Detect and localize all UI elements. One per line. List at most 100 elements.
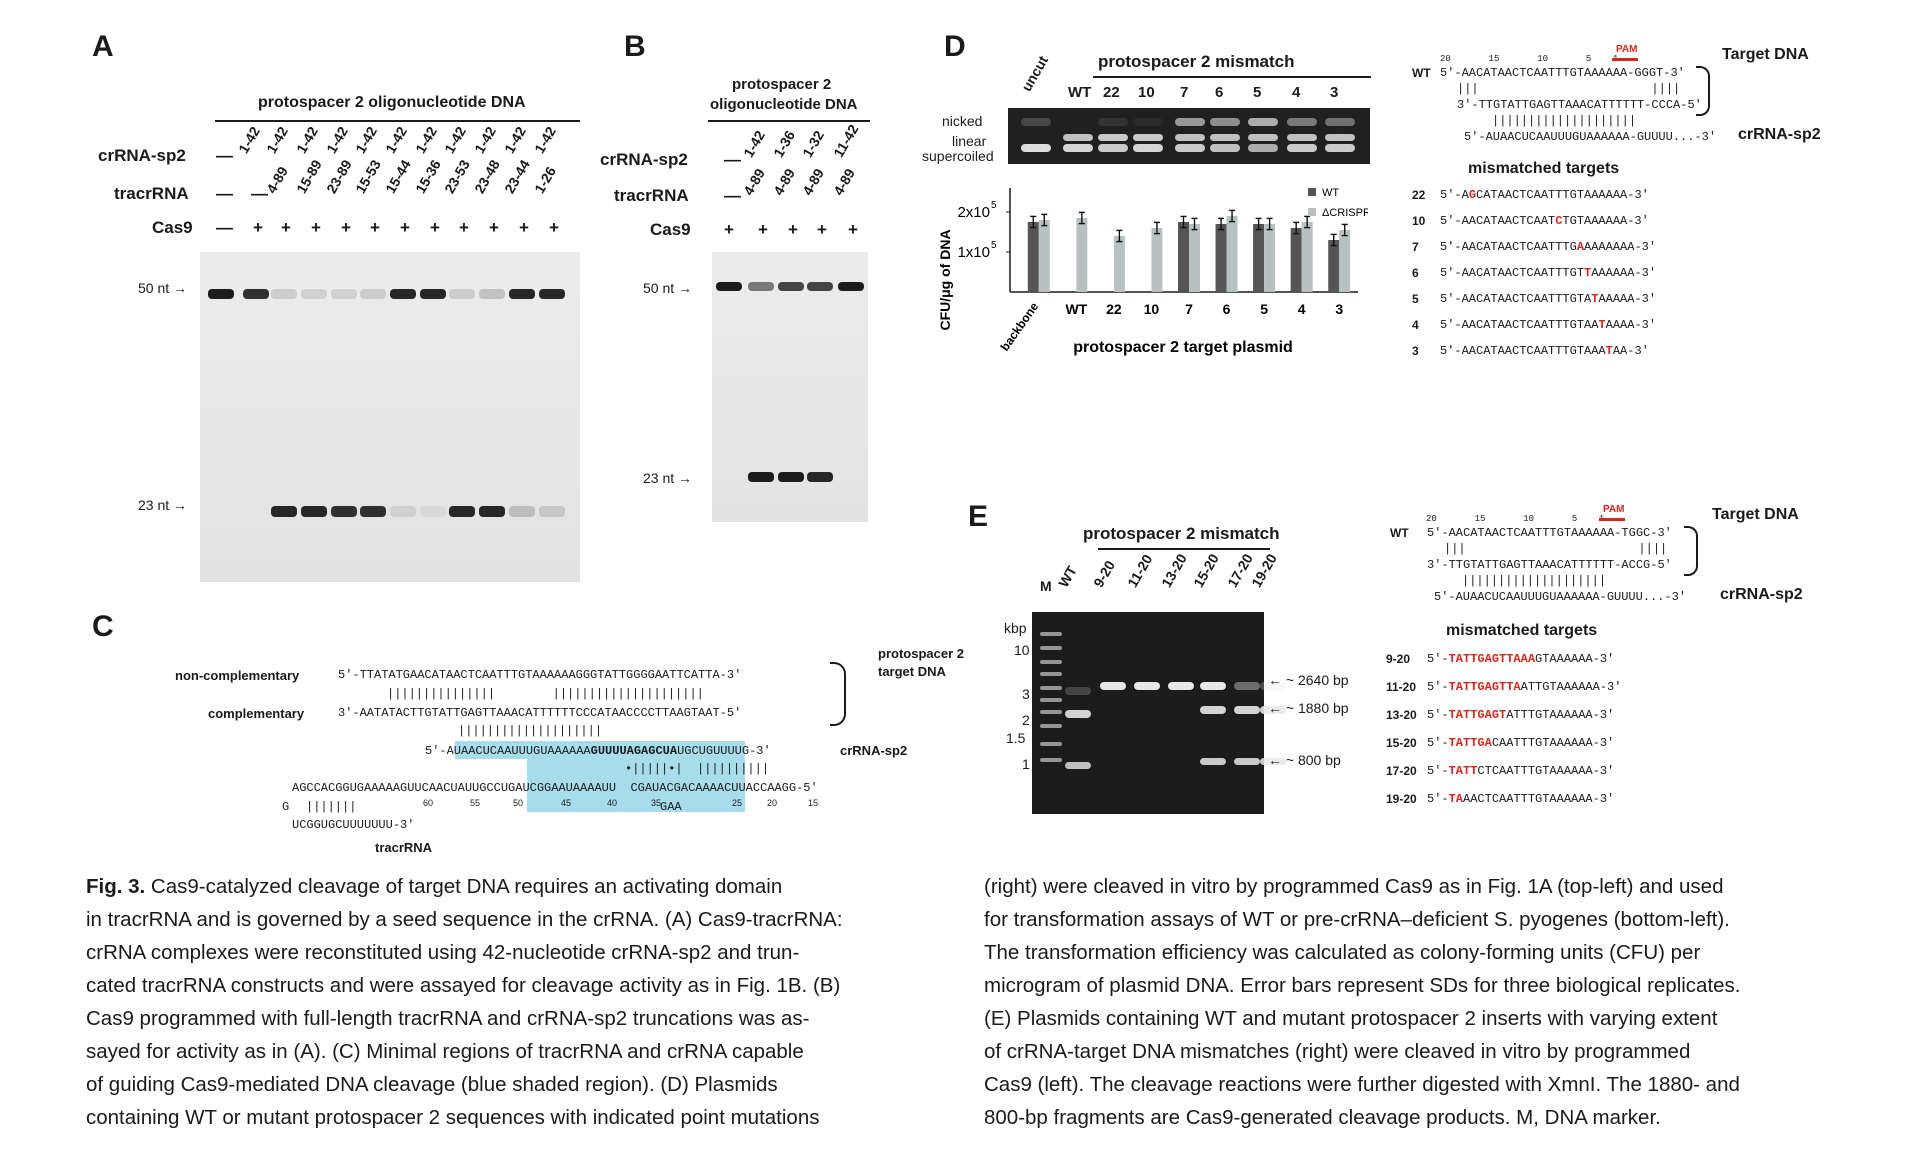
tick-number: 20 xyxy=(767,798,778,808)
lane-label: WT xyxy=(1068,84,1092,101)
seq-post: CAATTTGTAAAAAA-3′ xyxy=(1491,736,1615,750)
panel-a-marker-50: 50 nt → xyxy=(138,280,188,296)
panel-d-bars-a: ||| |||| xyxy=(1457,82,1681,96)
panel-a-header: protospacer 2 oligonucleotide DNA xyxy=(258,94,526,111)
gel-band-23nt xyxy=(360,506,386,517)
gel-band-linear xyxy=(1133,134,1163,141)
mismatch-sequence: 5′-TATTGAGTATTTGTAAAAAA-3′ xyxy=(1427,708,1614,722)
kbp-tick: 2 xyxy=(1022,712,1030,728)
mismatch-sequence: 5′-AGCATAACTCAATTTGTAAAAAA-3′ xyxy=(1440,188,1649,202)
bar-WT-4 xyxy=(1290,228,1302,292)
lane-label-uncut: uncut xyxy=(1018,52,1052,94)
mismatch-id: 6 xyxy=(1412,266,1419,280)
kbp-tick: 10 xyxy=(1014,642,1030,658)
panel-d-mismatch-title: mismatched targets xyxy=(1468,160,1620,177)
bar-ΔCRISPR-4 xyxy=(1301,222,1313,292)
seq-mutation: T xyxy=(1591,292,1599,306)
gel-band-2640 xyxy=(1200,682,1226,690)
gel-band-supercoiled xyxy=(1210,144,1240,152)
seq-pre: 5′-AACATAACTCAATTTGTAA xyxy=(1440,318,1599,332)
gel-band-supercoiled xyxy=(1287,144,1317,152)
panel-c-brace xyxy=(830,662,846,726)
cas9-plus: + xyxy=(370,218,380,237)
panel-c-tracr-bars: ||||||| xyxy=(306,800,357,814)
panel-c-bars-1: ||||||||||||||| ||||||||||||||||||||| xyxy=(387,687,704,701)
panel-b-marker-50: 50 nt → xyxy=(643,280,693,296)
legend-label-wt: WT xyxy=(1322,187,1339,199)
gel-band-linear xyxy=(1175,134,1205,141)
tick-number: 55 xyxy=(470,798,481,808)
lane-label: 15-20 xyxy=(1190,550,1222,590)
cas9-dash: — xyxy=(216,218,233,237)
caption-left-line-5: Cas9 programmed with full-length tracrRN… xyxy=(86,1007,810,1030)
seq-mutation: A xyxy=(1576,240,1585,254)
bar-ΔCRISPR-10 xyxy=(1151,228,1163,292)
tracrrna-lane-label: 4-89 xyxy=(830,165,859,198)
gel-band-nicked xyxy=(1210,118,1240,126)
gel-band-800 xyxy=(1200,758,1226,765)
panel-c-tracr-line: AGCCACGGUGAAAAAGUUCAACUAUUGCCUGAUCGGAAUA… xyxy=(292,781,818,795)
tracrrna-lane-label: 23-89 xyxy=(323,156,355,196)
panel-e-target-dna: Target DNA xyxy=(1712,506,1799,523)
bar-WT-7 xyxy=(1178,222,1189,292)
crrna-lane-label: 1-42 xyxy=(382,123,411,156)
panel-b-header-2: oligonucleotide DNA xyxy=(710,96,858,113)
panel-a-header-rule xyxy=(215,120,580,122)
panel-e-target-top: 5′-AACATAACTCAATTTGTAAAAAA-TGGC-3′ xyxy=(1427,526,1672,540)
seq-post: TGTAAAAAA-3′ xyxy=(1562,214,1649,228)
seq-pre: 5′- xyxy=(1427,764,1449,778)
mismatch-sequence: 5′-AACATAACTCAATTTGTATAAAAA-3′ xyxy=(1440,292,1656,306)
panel-d-brace xyxy=(1696,66,1710,116)
crrna-lane-label: 1-42 xyxy=(293,123,322,156)
x-tick-label: 7 xyxy=(1185,301,1193,317)
gel-band-supercoiled xyxy=(1175,144,1205,152)
bar-ΔCRISPR-3 xyxy=(1339,230,1351,292)
panel-a-tracrrna-label: tracrRNA xyxy=(114,184,189,203)
panel-c-tracr-g: G xyxy=(282,800,290,814)
caption-left-line-1: Fig. 3. Cas9-catalyzed cleavage of targe… xyxy=(86,870,843,903)
y-tick-label: 2x10 xyxy=(957,204,990,221)
seq-mutation: C xyxy=(1555,214,1563,228)
panel-b-crrna-label: crRNA-sp2 xyxy=(600,150,688,169)
seq-pre: 5′- xyxy=(1427,680,1449,694)
crrna-dash: — xyxy=(724,150,741,169)
panel-d-pos-numbers: 20 15 10 5 1 xyxy=(1440,54,1619,64)
cas9-plus: + xyxy=(253,218,263,237)
panel-b-gel xyxy=(712,252,868,522)
seq-mutation: TATTGA xyxy=(1448,736,1492,750)
crrna-lane-label: 1-42 xyxy=(235,123,264,156)
panel-c-bars-2: |||||||||||||||||||| xyxy=(458,724,603,738)
caption-left-line-8: containing WT or mutant protospacer 2 se… xyxy=(86,1106,820,1129)
cas9-plus: + xyxy=(430,218,440,237)
tick-number: 35 xyxy=(651,798,662,808)
crrna-lane-label: 1-42 xyxy=(412,123,441,156)
caption-right-line-5: (E) Plasmids containing WT and mutant pr… xyxy=(984,1007,1718,1030)
gel-band-2640 xyxy=(1260,682,1286,690)
bar-WT-6 xyxy=(1215,224,1227,292)
seq-mutation: T xyxy=(1584,266,1592,280)
gel-band-2640 xyxy=(1234,682,1260,690)
x-tick-label: 6 xyxy=(1223,301,1231,317)
seq-post: CATAACTCAATTTGTAAAAAA-3′ xyxy=(1476,188,1649,202)
bar-ΔCRISPR-7 xyxy=(1189,224,1200,292)
crrna-lane-label: 1-42 xyxy=(352,123,381,156)
crrna-seq-part-b: GUUUUAGAGCUA xyxy=(590,744,678,758)
tracrrna-lane-label: 15-44 xyxy=(382,156,414,196)
mismatch-id: 15-20 xyxy=(1386,736,1417,750)
caption-right-line-1: (right) were cleaved in vitro by program… xyxy=(984,875,1724,898)
panel-a-cas9-label: Cas9 xyxy=(152,218,193,237)
panel-b-header-rule xyxy=(708,120,870,122)
ladder-band xyxy=(1040,672,1062,676)
panel-d-pam: PAM xyxy=(1616,44,1638,55)
bar-WT-3 xyxy=(1328,240,1340,292)
gel-band-23nt xyxy=(301,506,327,517)
panel-c-gaa: GAA xyxy=(660,800,682,814)
ladder-band xyxy=(1040,710,1062,714)
y-axis-label: CFU/μg of DNA xyxy=(938,229,953,330)
seq-pre: 5′-AACATAACTCAATTTGT xyxy=(1440,266,1585,280)
gel-band-linear xyxy=(1325,134,1355,141)
gel-band-2640 xyxy=(1134,682,1160,690)
x-tick-label: 5 xyxy=(1260,301,1268,317)
panel-c-pair-marks: •|||||•| |||||||||| xyxy=(625,762,770,776)
gel-band-50nt xyxy=(243,289,269,299)
